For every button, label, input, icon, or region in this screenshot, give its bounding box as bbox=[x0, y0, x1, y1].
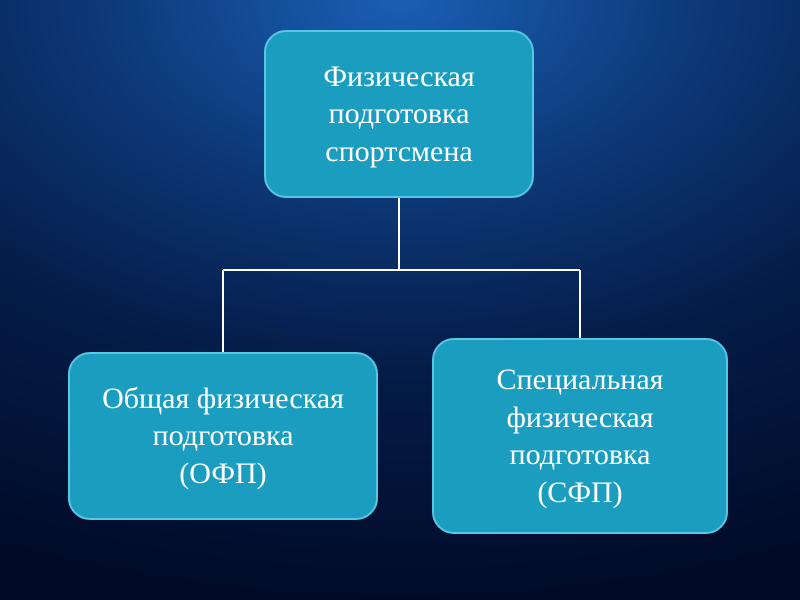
node-label: Физическаяподготовкаспортсмена bbox=[323, 58, 474, 171]
node-label: Общая физическаяподготовка(ОФП) bbox=[102, 380, 344, 493]
node-label: Специальнаяфизическаяподготовка(СФП) bbox=[497, 361, 664, 511]
tree-node-left: Общая физическаяподготовка(ОФП) bbox=[68, 352, 378, 520]
tree-node-root: Физическаяподготовкаспортсмена bbox=[264, 30, 534, 198]
tree-node-right: Специальнаяфизическаяподготовка(СФП) bbox=[432, 338, 728, 534]
diagram-container: Физическаяподготовкаспортсмена Общая физ… bbox=[0, 0, 800, 600]
connector-path bbox=[223, 198, 580, 352]
